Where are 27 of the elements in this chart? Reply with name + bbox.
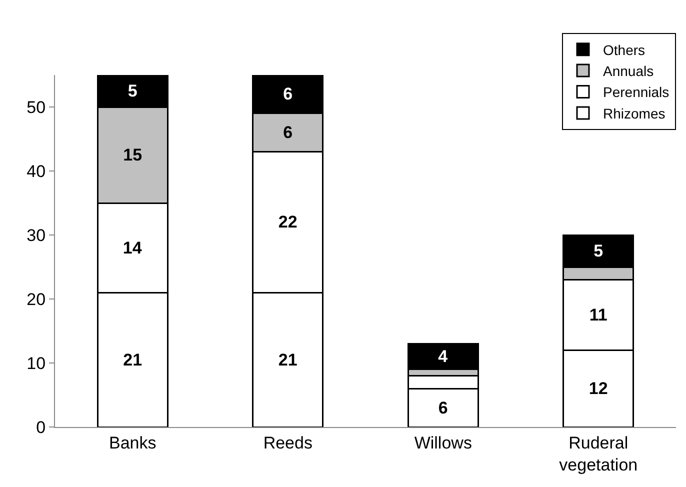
data-label: 6 xyxy=(283,123,293,142)
legend-label: Rhizomes xyxy=(603,105,666,122)
y-tick-label: 50 xyxy=(26,98,46,117)
x-tick-label: Ruderal vegetation xyxy=(559,433,638,474)
data-label: 21 xyxy=(123,350,142,370)
data-label: 12 xyxy=(588,379,608,398)
y-tick-label: 20 xyxy=(26,290,46,309)
data-label: 15 xyxy=(123,146,142,164)
data-label: 22 xyxy=(278,212,298,232)
data-label: 4 xyxy=(438,347,448,366)
data-label: 14 xyxy=(122,238,142,258)
y-tick-label: 30 xyxy=(26,226,46,245)
y-tick-label: 0 xyxy=(36,418,46,437)
x-tick-label: Reeds xyxy=(263,433,312,452)
x-tick-label: Willows xyxy=(414,433,472,452)
data-label: 21 xyxy=(278,350,298,370)
data-label: 5 xyxy=(128,82,138,100)
data-label: 11 xyxy=(589,306,608,324)
data-label: 6 xyxy=(283,84,293,104)
data-label: 6 xyxy=(438,398,448,418)
x-tick-label: Banks xyxy=(109,433,156,452)
legend-label: Perennials xyxy=(603,84,670,100)
legend-label: Annuals xyxy=(603,63,654,80)
y-tick-label: 10 xyxy=(26,354,46,373)
data-label: 5 xyxy=(594,242,604,260)
y-tick-label: 40 xyxy=(26,162,46,181)
legend-label: Others xyxy=(603,42,646,58)
